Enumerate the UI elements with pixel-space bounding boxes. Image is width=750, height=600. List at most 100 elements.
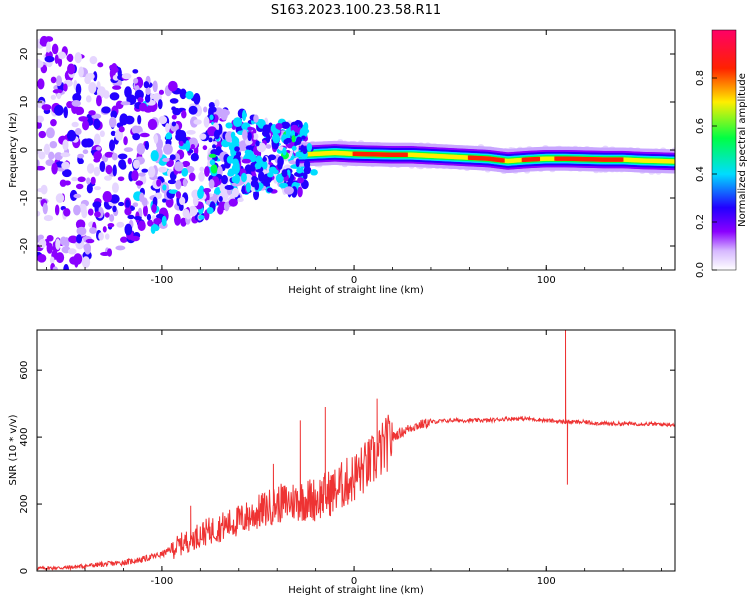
ridge-band (343, 151, 347, 156)
x-tick-label: 0 (351, 275, 357, 286)
heatmap-blob (37, 115, 45, 123)
heatmap-blob (172, 107, 182, 116)
heatmap-blob (182, 178, 188, 187)
ridge-band (417, 152, 421, 158)
ridge-band (420, 153, 424, 158)
ridge-band (412, 152, 416, 158)
heatmap-blob (94, 211, 101, 218)
heatmap-blob (71, 176, 78, 182)
ridge-core (574, 156, 578, 162)
ridge-band (503, 158, 507, 163)
heatmap-blob (100, 161, 106, 172)
heatmap-blob (152, 80, 158, 93)
ridge-band (407, 152, 411, 157)
heatmap-blob-bright (262, 156, 267, 162)
ridge-core (381, 152, 385, 157)
chart-title: S163.2023.100.23.58.R11 (271, 3, 441, 18)
colorbar-tick-label: 0.4 (695, 166, 706, 182)
heatmap-blob-bright (230, 131, 236, 139)
ridge-core (371, 152, 375, 157)
heatmap-blob (303, 122, 309, 132)
ridge-band (409, 152, 413, 157)
heatmap-blob-bright (235, 151, 242, 157)
ridge-core (478, 156, 482, 161)
ridge-band (351, 151, 355, 156)
colorbar-tick-label: 0.8 (695, 70, 706, 86)
heatmap-blob-bright (301, 146, 308, 155)
heatmap-blob (132, 159, 140, 169)
ridge-band (454, 154, 458, 160)
snr-x-ticks: -100 0 100 (46, 330, 662, 587)
heatmap-blob (135, 180, 144, 186)
snr-y-label: SNR (10 * v/v) (8, 414, 19, 485)
heatmap-blob (76, 234, 83, 244)
heatmap-blob-bright (255, 155, 263, 164)
ridge-band (429, 153, 433, 158)
heatmap-blob-bright (208, 137, 213, 143)
heatmap-blob (297, 177, 305, 184)
ridge-core (403, 152, 407, 157)
ridge-band (549, 156, 553, 161)
ridge-core (489, 156, 493, 162)
heatmap-blob (266, 144, 272, 149)
heatmap-blob-bright (212, 144, 217, 149)
heatmap-blob (57, 57, 63, 67)
heatmap-blob (51, 43, 59, 55)
ridge-band (629, 157, 633, 163)
heatmap-blob (38, 151, 46, 160)
heatmap-blob-bright (291, 135, 296, 143)
heatmap-blob (242, 129, 248, 141)
ridge-core (565, 156, 569, 161)
heatmap-blob (258, 171, 265, 182)
heatmap-blob (74, 128, 82, 135)
ridge-core (527, 157, 531, 162)
heatmap-blob (117, 153, 128, 160)
heatmap-blob (146, 213, 152, 221)
heatmap-blob (179, 196, 186, 206)
heatmap-blob (166, 132, 172, 140)
ridge-band (633, 158, 637, 163)
heatmap-blob (102, 226, 107, 233)
heatmap-blob (37, 210, 41, 217)
heatmap-blob-bright (267, 172, 274, 178)
heatmap-blob (84, 75, 92, 85)
ridge-band (455, 154, 459, 160)
ridge-band (323, 151, 327, 156)
heatmap-blob (54, 54, 59, 64)
heatmap-blob-bright (262, 160, 268, 170)
ridge-band (647, 158, 651, 163)
heatmap-blob (198, 215, 205, 220)
heatmap-blob (117, 176, 125, 182)
heatmap-blob (66, 54, 73, 62)
heatmap-blob (267, 154, 277, 161)
ridge-core (487, 156, 491, 161)
heatmap-blob (90, 176, 96, 185)
ridge-band (670, 159, 674, 164)
heatmap-blob (75, 183, 84, 190)
heatmap-blob (97, 62, 104, 68)
heatmap-blob (203, 106, 208, 113)
ridge-core (582, 156, 586, 162)
heatmap-blob (85, 95, 92, 103)
heatmap-blob (112, 85, 122, 90)
ridge-core (585, 157, 589, 162)
heatmap-blob (61, 161, 71, 170)
colorbar-label: Normalized spectral amplitude (737, 73, 748, 227)
spectrogram-x-ticks: -100 0 100 (46, 30, 662, 286)
ridge-band (504, 158, 508, 164)
heatmap-blob-bright (232, 158, 239, 167)
heatmap-blob (109, 92, 120, 101)
ridge-band (641, 158, 645, 163)
heatmap-blob (224, 185, 234, 191)
ridge-band (667, 159, 671, 164)
ridge-band (349, 151, 353, 156)
heatmap-blob (237, 197, 244, 203)
heatmap-blob (89, 56, 98, 65)
heatmap-blob (41, 104, 52, 111)
heatmap-blob (66, 129, 77, 142)
ridge-core (554, 156, 558, 161)
heatmap-blob (161, 215, 167, 227)
ridge-core (566, 156, 570, 161)
heatmap-blob (198, 171, 205, 182)
